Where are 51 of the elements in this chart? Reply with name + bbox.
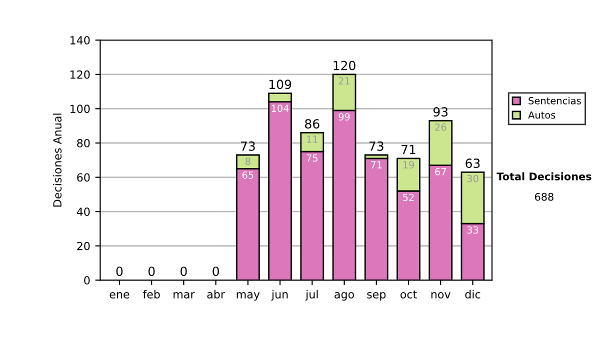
total-label: 109 (269, 80, 292, 90)
data-label: 8 (245, 158, 250, 166)
legend-label: Sentencias (528, 96, 581, 104)
total-label: 0 (212, 266, 219, 276)
text: Total Decisiones (496, 172, 592, 180)
data-label: 19 (403, 161, 414, 169)
x-tick-label: abr (207, 290, 226, 298)
x-tick-label: may (236, 292, 260, 301)
total-label: 0 (180, 266, 187, 276)
total-label: 73 (241, 141, 255, 151)
data-label: 11 (307, 136, 318, 143)
total-label: 71 (402, 145, 416, 154)
x-tick-label: sep (367, 292, 386, 301)
y-axis-title: Decisiones Anual (52, 114, 62, 207)
x-tick-label: mar (174, 292, 195, 298)
x-tick-label: jun (271, 290, 288, 301)
x-tick-label: oct (400, 290, 417, 298)
x-tick-label: feb (142, 290, 160, 298)
y-tick-label: 20 (77, 242, 90, 250)
total-label: 63 (466, 158, 480, 168)
total-label: 93 (433, 107, 448, 117)
y-tick-label: 80 (77, 138, 90, 148)
x-tick-label: ene (110, 292, 130, 298)
y-tick-label: 40 (76, 208, 90, 216)
data-label: 21 (338, 77, 350, 84)
data-label: 99 (338, 113, 350, 121)
y-tick-label: 140 (70, 36, 90, 44)
total-label: 0 (148, 266, 155, 276)
data-label: 75 (306, 154, 318, 162)
legend-label: Autos (528, 111, 556, 119)
data-label: 104 (272, 104, 289, 112)
data-label: 52 (403, 194, 414, 202)
x-tick-label: jul (305, 290, 318, 301)
x-tick-label: dic (465, 290, 480, 298)
total-label: 0 (116, 266, 123, 276)
data-label: 26 (435, 123, 446, 131)
total-label: 86 (305, 119, 320, 129)
y-tick-label: 100 (70, 104, 90, 114)
data-label: 33 (467, 226, 478, 234)
data-label: 65 (242, 171, 254, 179)
y-tick-label: 0 (84, 276, 90, 285)
data-label: 71 (371, 161, 382, 168)
x-tick-label: ago (334, 292, 354, 301)
data-label: 67 (435, 168, 446, 176)
x-tick-label: nov (431, 292, 450, 298)
data-label: 30 (467, 174, 478, 182)
y-tick-label: 120 (70, 70, 90, 79)
total-label: 120 (334, 60, 356, 70)
text: 688 (534, 192, 554, 201)
y-tick-label: 60 (77, 173, 90, 182)
total-label: 73 (369, 141, 384, 151)
